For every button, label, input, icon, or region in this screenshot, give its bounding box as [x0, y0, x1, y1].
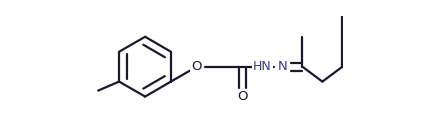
Text: N: N	[278, 60, 287, 73]
Text: O: O	[192, 60, 202, 73]
Text: O: O	[237, 90, 248, 103]
Text: HN: HN	[253, 60, 272, 73]
